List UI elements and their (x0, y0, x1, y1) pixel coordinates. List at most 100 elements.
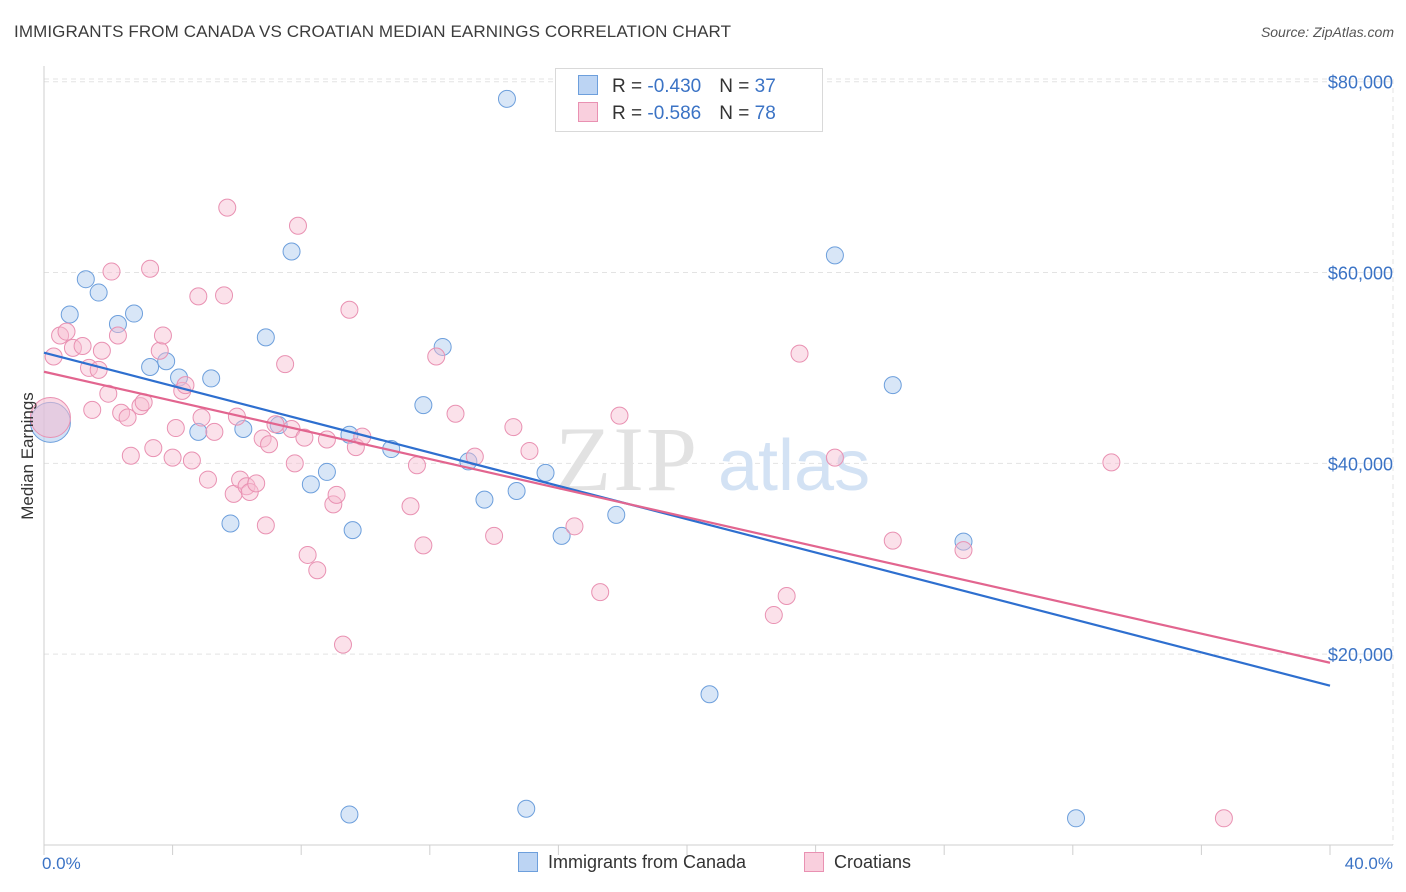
data-point (327, 485, 346, 504)
data-point (777, 586, 796, 605)
data-point (76, 270, 95, 289)
watermark-zip: ZIP (555, 408, 699, 510)
data-point (163, 448, 182, 467)
data-point (1214, 809, 1233, 828)
data-point (825, 448, 844, 467)
data-point (883, 376, 902, 395)
series-croatians (29, 198, 1233, 828)
data-point (170, 368, 189, 387)
source-label: Source: ZipAtlas.com (1260, 24, 1394, 40)
legend-swatch-blue (578, 75, 598, 95)
data-point (475, 490, 494, 509)
data-point (141, 357, 160, 376)
bottom-legend-croatians[interactable]: Croatians (804, 852, 911, 873)
data-point (324, 495, 343, 514)
gridlines (44, 78, 1394, 845)
data-point (121, 446, 140, 465)
data-point (536, 463, 555, 482)
x-tick-label: 0.0% (42, 854, 81, 873)
legend-swatch-blue (518, 852, 538, 872)
data-point (215, 286, 234, 305)
data-point (340, 300, 359, 319)
bottom-legend-canada[interactable]: Immigrants from Canada (518, 852, 746, 873)
y-tick-label: $40,000 (1328, 454, 1393, 474)
data-point (247, 474, 266, 493)
data-point (157, 352, 176, 371)
data-point (141, 259, 160, 278)
trend-line (43, 370, 1331, 664)
data-point (825, 246, 844, 265)
data-point (125, 304, 144, 323)
data-point (92, 341, 111, 360)
data-point (497, 89, 516, 108)
data-point (166, 419, 185, 438)
data-point (218, 198, 237, 217)
data-point (414, 536, 433, 555)
data-point (764, 606, 783, 625)
data-point (552, 526, 571, 545)
data-point (298, 545, 317, 564)
data-point (202, 369, 221, 388)
data-point (112, 403, 131, 422)
y-tick-label: $20,000 (1328, 645, 1393, 665)
chart-title: IMMIGRANTS FROM CANADA VS CROATIAN MEDIA… (14, 22, 732, 41)
data-point (60, 305, 79, 324)
data-point (343, 521, 362, 540)
y-axis-label: Median Earnings (18, 392, 37, 520)
data-point (260, 435, 279, 454)
data-point (317, 462, 336, 481)
data-point (954, 541, 973, 560)
data-point (301, 475, 320, 494)
trend-lines (43, 351, 1331, 687)
data-point (282, 242, 301, 261)
data-point (83, 400, 102, 419)
data-point (433, 337, 452, 356)
x-tick-label: 40.0% (1345, 854, 1393, 873)
data-point (57, 322, 76, 341)
legend-row-canada: R = -0.430 N = 37 (578, 75, 776, 99)
data-point (192, 408, 211, 427)
data-point (144, 439, 163, 458)
tick-labels: $20,000 $40,000 $60,000 $80,000 0.0% 40.0% (42, 73, 1393, 873)
data-point (89, 283, 108, 302)
legend-r-value: -0.430 (647, 76, 702, 97)
data-point (401, 497, 420, 516)
data-point (340, 805, 359, 824)
data-point (504, 418, 523, 437)
data-point (700, 685, 719, 704)
data-point (189, 287, 208, 306)
data-point (1102, 453, 1121, 472)
legend-swatch-pink (804, 852, 824, 872)
data-point (150, 341, 169, 360)
legend-row-croatians: R = -0.586 N = 78 (578, 102, 776, 126)
data-point (517, 799, 536, 818)
data-point (1067, 809, 1086, 828)
data-point (73, 336, 92, 355)
legend-r-value: -0.586 (647, 103, 702, 124)
data-point (29, 397, 71, 439)
data-point (182, 451, 201, 470)
data-point (427, 347, 446, 366)
data-point (189, 422, 208, 441)
data-point (520, 441, 539, 460)
data-point (308, 561, 327, 580)
data-point (407, 456, 426, 475)
data-point (89, 360, 108, 379)
y-tick-label: $80,000 (1328, 73, 1393, 93)
data-point (285, 454, 304, 473)
watermark-atlas: atlas (718, 426, 870, 506)
data-point (485, 526, 504, 545)
data-point (610, 406, 629, 425)
legend-n-value: 78 (754, 103, 776, 124)
data-point (333, 635, 352, 654)
stats-legend: R = -0.430 N = 37 R = -0.586 N = 78 (555, 68, 823, 132)
data-point (295, 428, 314, 447)
data-point (256, 328, 275, 347)
data-point (446, 404, 465, 423)
data-point (108, 326, 127, 345)
data-point (607, 505, 626, 524)
data-point (591, 583, 610, 602)
legend-swatch-pink (578, 102, 598, 122)
data-point (414, 396, 433, 415)
